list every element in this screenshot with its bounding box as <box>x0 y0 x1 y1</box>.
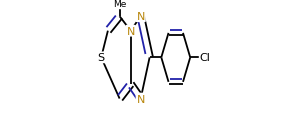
Text: N: N <box>137 12 145 22</box>
Text: S: S <box>98 53 105 63</box>
Text: N: N <box>127 26 135 36</box>
Text: N: N <box>137 94 145 104</box>
Text: Cl: Cl <box>200 53 211 63</box>
Text: Me: Me <box>113 0 126 9</box>
